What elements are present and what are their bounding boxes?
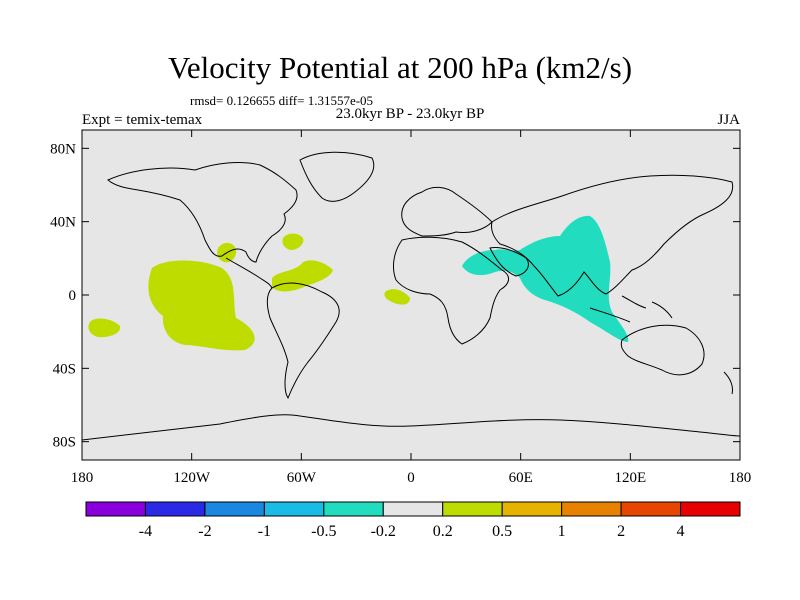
west-africa-positive-blob: [384, 289, 410, 305]
colorbar-label: 4: [677, 523, 685, 540]
colorbar-label: 2: [617, 523, 625, 540]
maritime-continent-coast: [589, 295, 673, 323]
africa-coast: [393, 236, 509, 345]
australia-coast: [620, 324, 705, 376]
latitude-axis: 80N 40N 0 40S 80S: [50, 141, 740, 451]
north-america-coast: [107, 162, 298, 263]
lat-tick-label: 80N: [50, 141, 76, 157]
colorbar-box: [382, 501, 444, 517]
lat-tick-label: 80S: [53, 435, 76, 451]
antarctica-coast: [82, 414, 740, 441]
colorbar-label: -1: [258, 523, 271, 540]
lon-tick-label: 120W: [173, 470, 211, 486]
colorbar-box: [323, 501, 384, 517]
colorbar-box: [680, 501, 741, 517]
caribbean-positive-region: [272, 260, 333, 292]
lat-tick-label: 40N: [50, 215, 76, 231]
lon-tick-label: 0: [407, 470, 415, 486]
south-pacific-positive-blob: [88, 318, 121, 338]
atlantic-positive-blob: [282, 233, 304, 250]
lon-tick-label: 60E: [509, 470, 533, 486]
pacific-positive-region: [148, 260, 255, 351]
lon-tick-label: 180: [71, 470, 94, 486]
arabia-coast: [489, 247, 529, 277]
lon-tick-label: 180: [729, 470, 752, 486]
positive-anomaly-regions: [88, 233, 410, 351]
longitude-axis: 180 120W 60W 0 60E 120E 180: [71, 130, 752, 486]
coastlines: [82, 151, 740, 441]
colorbar-label: 0.2: [433, 523, 453, 540]
period-label: 23.0kyr BP - 23.0kyr BP: [335, 106, 485, 122]
colorbar-label: 1: [558, 523, 566, 540]
lon-tick-label: 60W: [287, 470, 317, 486]
new-zealand-coast: [723, 371, 733, 395]
asia-coast: [491, 174, 734, 297]
colorbar-box: [263, 501, 325, 517]
south-america-coast: [266, 282, 340, 400]
experiment-label: Expt = temix-temax: [82, 112, 203, 128]
colorbar: -4 -2 -1 -0.5 -0.2 0.2 0.5 1 2 4: [85, 501, 741, 540]
rmsd-diff-stats: rmsd= 0.126655 diff= 1.31557e-05: [190, 93, 374, 108]
colorbar-box: [561, 501, 622, 517]
colorbar-label: -2: [198, 523, 211, 540]
colorbar-label: 0.5: [492, 523, 512, 540]
lon-tick-label: 120E: [614, 470, 646, 486]
colorbar-box: [144, 501, 206, 517]
colorbar-box: [501, 501, 563, 517]
greenland-coast: [299, 151, 375, 202]
colorbar-label: -4: [139, 523, 152, 540]
lat-tick-label: 40S: [53, 361, 76, 377]
central-america-coast: [225, 257, 273, 289]
colorbar-label: -0.2: [371, 523, 396, 540]
colorbar-box: [85, 501, 146, 517]
colorbar-box: [620, 501, 682, 517]
lat-tick-label: 0: [69, 288, 77, 304]
season-label: JJA: [717, 112, 740, 128]
plot-title: Velocity Potential at 200 hPa (km2/s): [167, 50, 633, 85]
colorbar-label: -0.5: [311, 523, 336, 540]
colorbar-box: [204, 501, 265, 517]
colorbar-box: [442, 501, 503, 517]
